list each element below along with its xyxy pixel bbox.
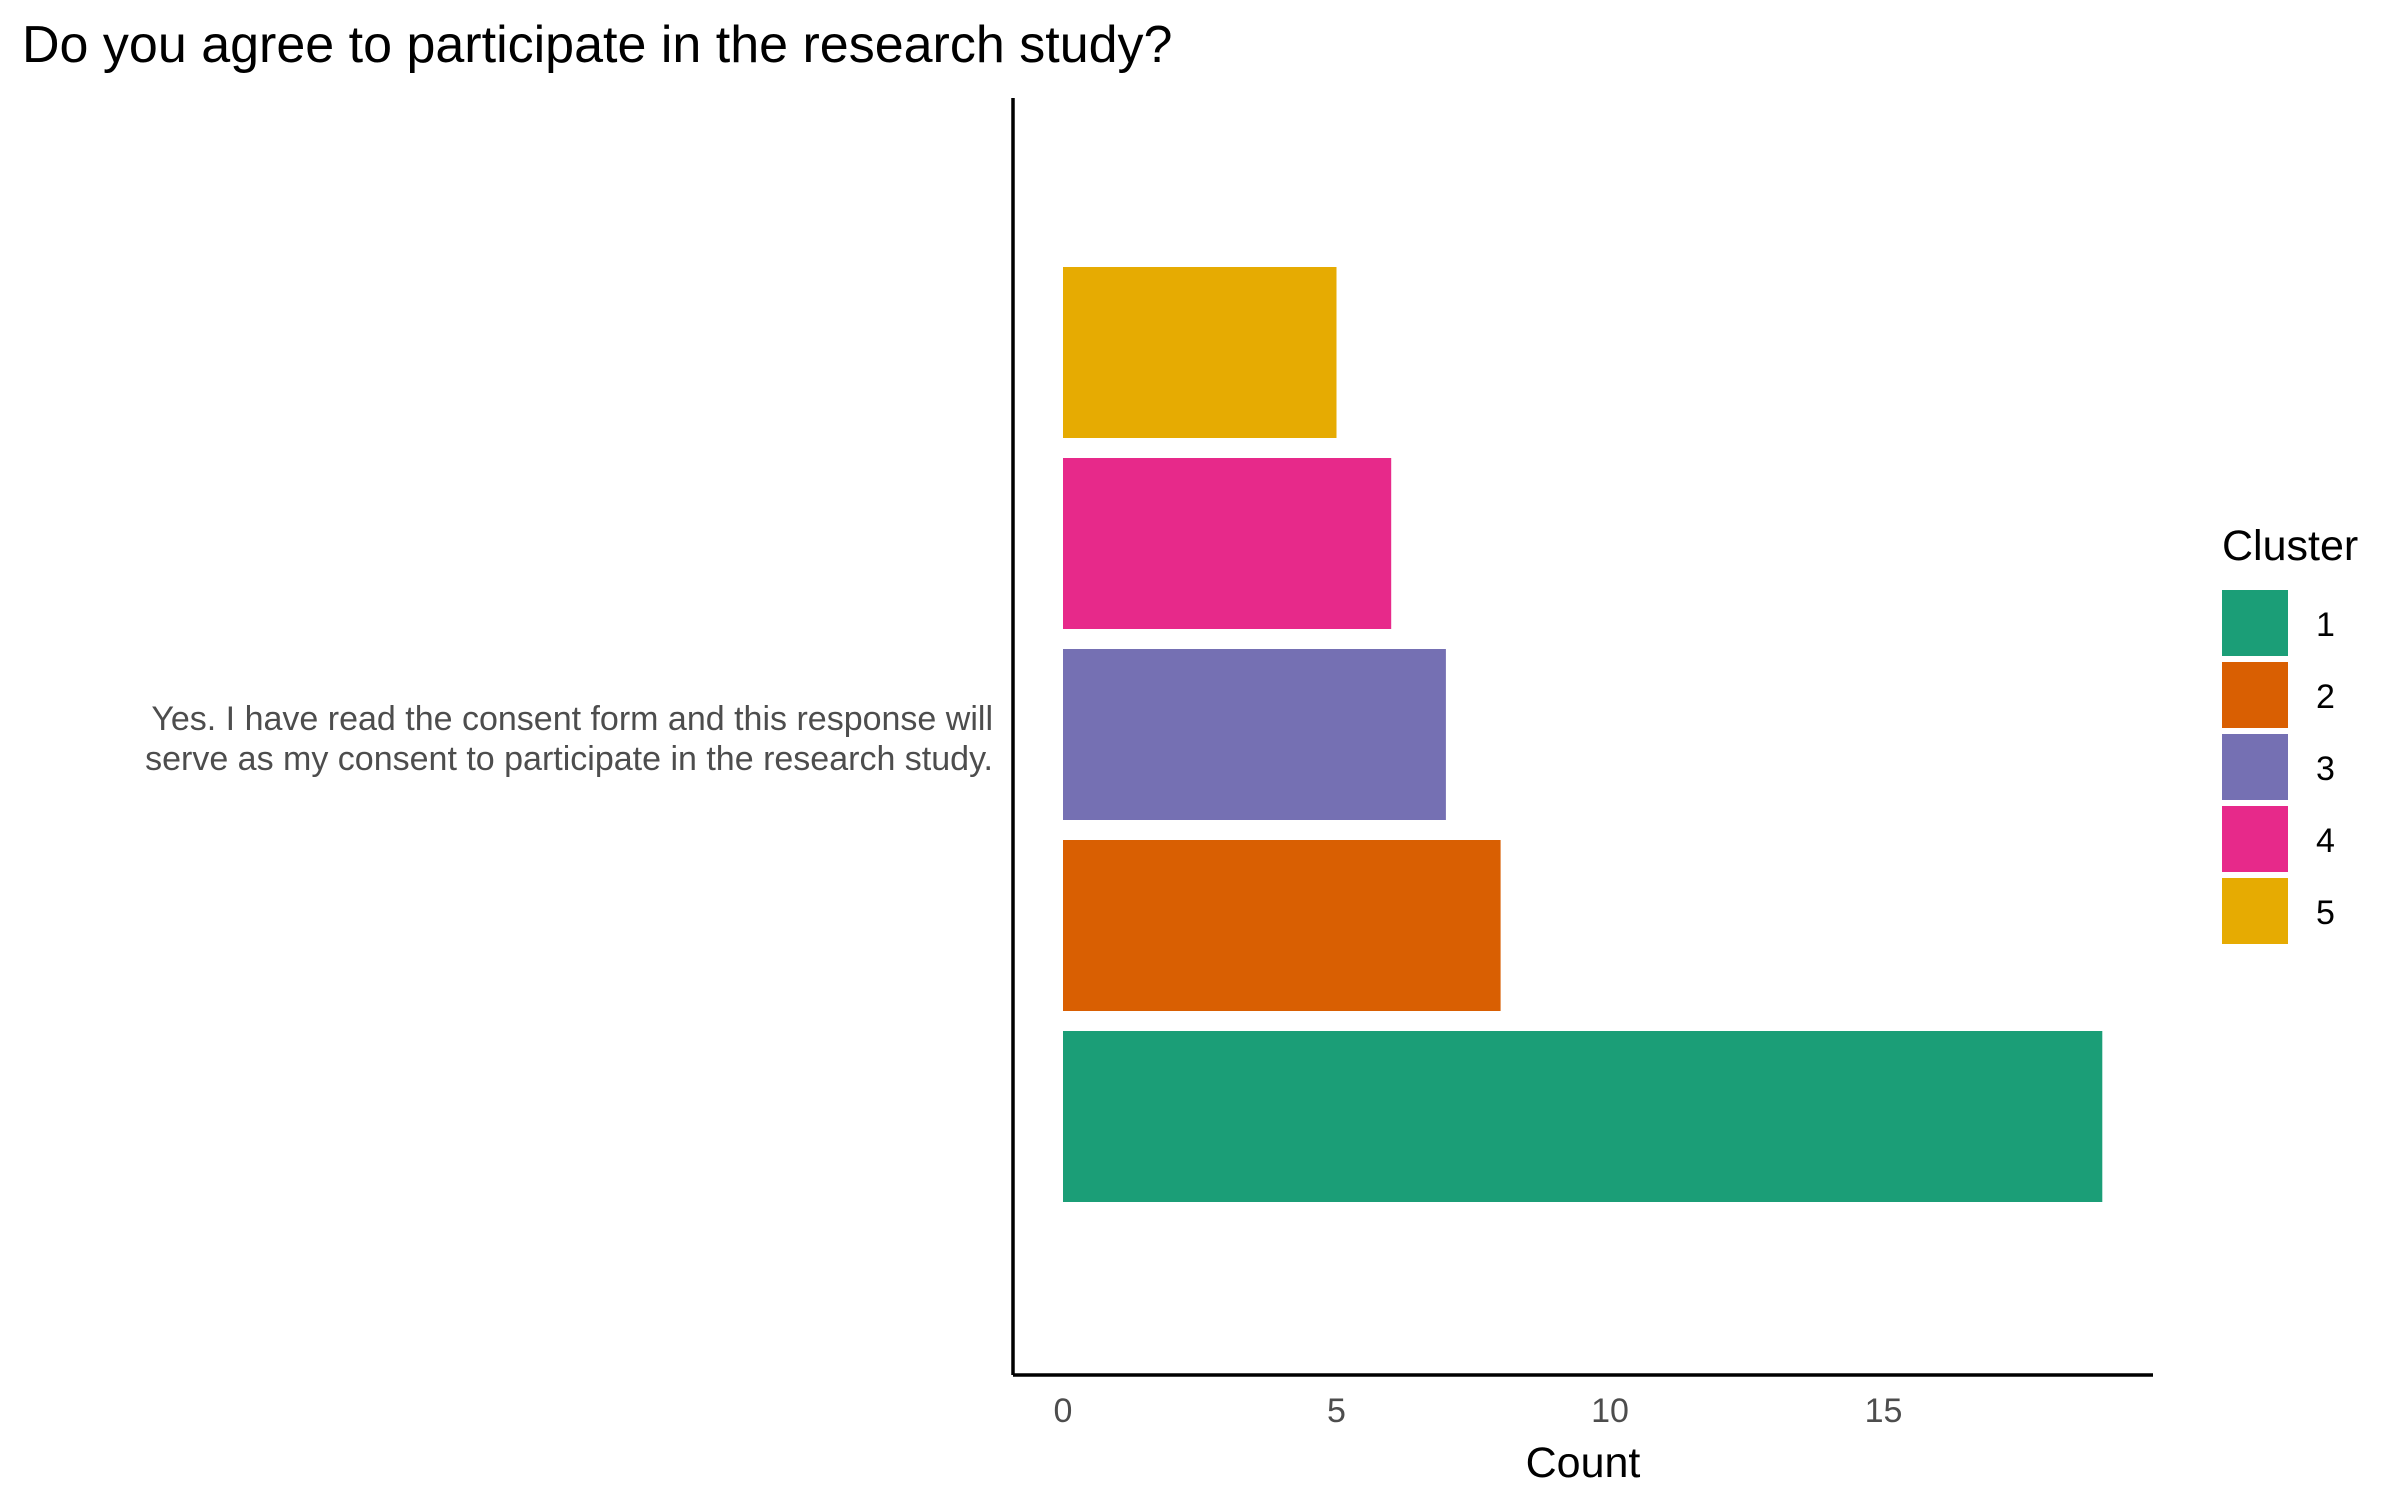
bar-cluster-3: [1063, 649, 1446, 820]
x-tick-label: 0: [1054, 1392, 1073, 1430]
legend-items: 1 2 3 4 5: [2222, 590, 2335, 944]
bars: [1063, 267, 2103, 1202]
bar-cluster-2: [1063, 840, 1501, 1011]
legend-label-4: 4: [2316, 822, 2335, 860]
legend-title: Cluster: [2222, 522, 2358, 570]
legend-key-3: [2222, 734, 2288, 800]
legend-key-5: [2222, 878, 2288, 944]
x-tick-label: 10: [1591, 1392, 1629, 1430]
x-tick-label: 15: [1865, 1392, 1903, 1430]
x-tick-label: 5: [1327, 1392, 1346, 1430]
legend-label-1: 1: [2316, 606, 2335, 644]
category-label-line-2: serve as my consent to participate in th…: [145, 740, 993, 778]
category-label: Yes. I have read the consent form and th…: [145, 700, 993, 778]
legend-key-2: [2222, 662, 2288, 728]
bar-cluster-4: [1063, 458, 1392, 629]
x-tick-labels: 0 5 10 15: [1054, 1392, 1903, 1430]
bar-cluster-1: [1063, 1031, 2103, 1202]
legend-key-1: [2222, 590, 2288, 656]
legend-label-3: 3: [2316, 750, 2335, 788]
category-label-line-1: Yes. I have read the consent form and th…: [151, 700, 993, 738]
legend: Cluster 1 2 3 4 5: [2222, 522, 2358, 944]
legend-label-2: 2: [2316, 678, 2335, 716]
chart-title: Do you agree to participate in the resea…: [22, 16, 1172, 74]
x-axis-title: Count: [1526, 1439, 1641, 1487]
bar-cluster-5: [1063, 267, 1337, 438]
legend-key-4: [2222, 806, 2288, 872]
legend-label-5: 5: [2316, 894, 2335, 932]
